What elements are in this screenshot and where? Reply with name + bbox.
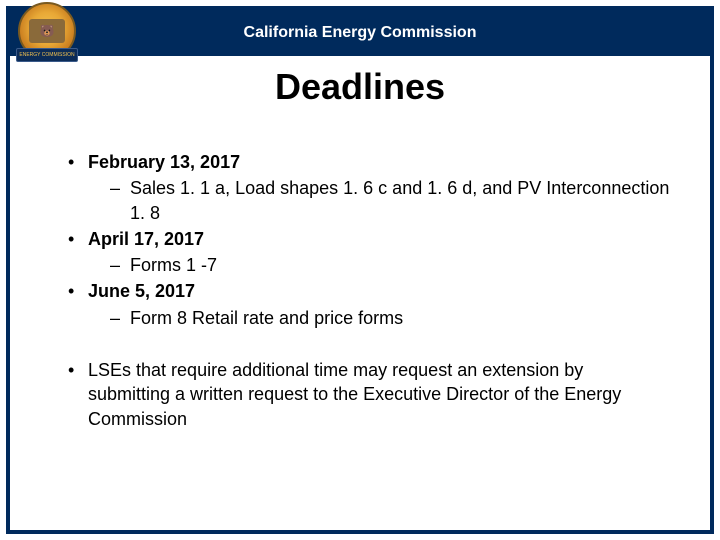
bullet-apr-sub: Forms 1 -7: [60, 253, 670, 277]
bullet-feb-date: February 13, 2017: [88, 152, 240, 172]
bullet-feb: February 13, 2017: [60, 150, 670, 174]
spacer: [60, 332, 670, 358]
agency-seal-icon: 🐻 ENERGY COMMISSION: [18, 2, 76, 60]
bullet-apr: April 17, 2017: [60, 227, 670, 251]
bullet-jun-date: June 5, 2017: [88, 281, 195, 301]
bullet-jun: June 5, 2017: [60, 279, 670, 303]
header-bar: California Energy Commission: [10, 10, 710, 56]
bullet-feb-sub: Sales 1. 1 a, Load shapes 1. 6 c and 1. …: [60, 176, 670, 225]
seal-bear-icon: 🐻: [29, 19, 65, 43]
seal-banner-text: ENERGY COMMISSION: [16, 48, 78, 62]
bullet-jun-sub: Form 8 Retail rate and price forms: [60, 306, 670, 330]
slide-title: Deadlines: [0, 66, 720, 108]
bullet-apr-date: April 17, 2017: [88, 229, 204, 249]
bullet-extension: LSEs that require additional time may re…: [60, 358, 670, 431]
slide-body: February 13, 2017 Sales 1. 1 a, Load sha…: [60, 150, 670, 433]
header-title: California Energy Commission: [244, 24, 477, 42]
